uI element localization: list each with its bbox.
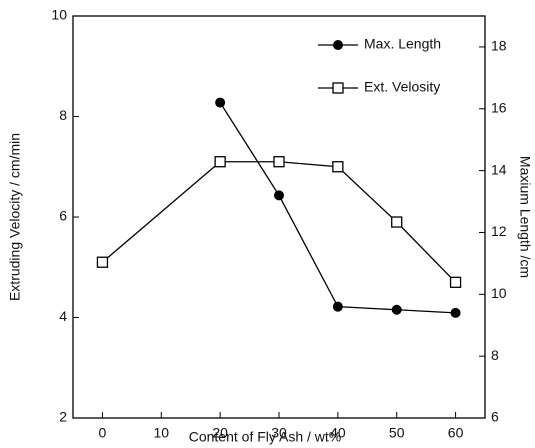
series-line [102, 161, 457, 283]
marker [449, 276, 462, 288]
x-tick-label: 0 [99, 425, 107, 441]
marker [332, 301, 343, 312]
x-tick-label: 60 [448, 425, 464, 441]
marker [332, 82, 344, 94]
y-tick-label: 8 [59, 107, 67, 123]
x-tick-label: 20 [212, 425, 228, 441]
x-tick-label: 30 [271, 425, 287, 441]
marker [391, 216, 403, 228]
y2-tick-label: 18 [491, 38, 507, 54]
legend-label: Ext. Velosity [364, 79, 440, 95]
marker [273, 156, 285, 168]
marker [391, 304, 402, 315]
marker [333, 40, 343, 50]
x-axis-label: Content of Fly Ash / wt% [189, 429, 342, 445]
y-tick-label: 4 [59, 308, 67, 324]
x-tick-label: 10 [153, 425, 169, 441]
x-tick-label: 50 [389, 425, 405, 441]
y2-tick-label: 14 [491, 161, 507, 177]
marker [450, 307, 461, 318]
marker [274, 190, 284, 201]
y-tick-label: 2 [59, 409, 67, 425]
plot-frame [72, 15, 486, 419]
legend-label: Max. Length [364, 36, 441, 52]
y2-tick-label: 8 [491, 347, 499, 363]
x-tick-label: 40 [330, 425, 346, 441]
y2-tick-label: 6 [491, 409, 499, 425]
y2-axis-label: Maxium Length /cm [517, 156, 533, 278]
marker [96, 256, 109, 268]
y2-tick-label: 12 [491, 223, 507, 239]
marker [214, 156, 226, 168]
y2-tick-label: 10 [491, 285, 507, 301]
y2-tick-label: 16 [491, 99, 507, 115]
marker [332, 161, 344, 173]
series-line [219, 102, 456, 314]
y-axis-label: Extruding Velocity / cm/min [7, 133, 23, 301]
marker [215, 97, 226, 108]
y-tick-label: 6 [59, 208, 67, 224]
y-tick-label: 10 [51, 7, 67, 23]
